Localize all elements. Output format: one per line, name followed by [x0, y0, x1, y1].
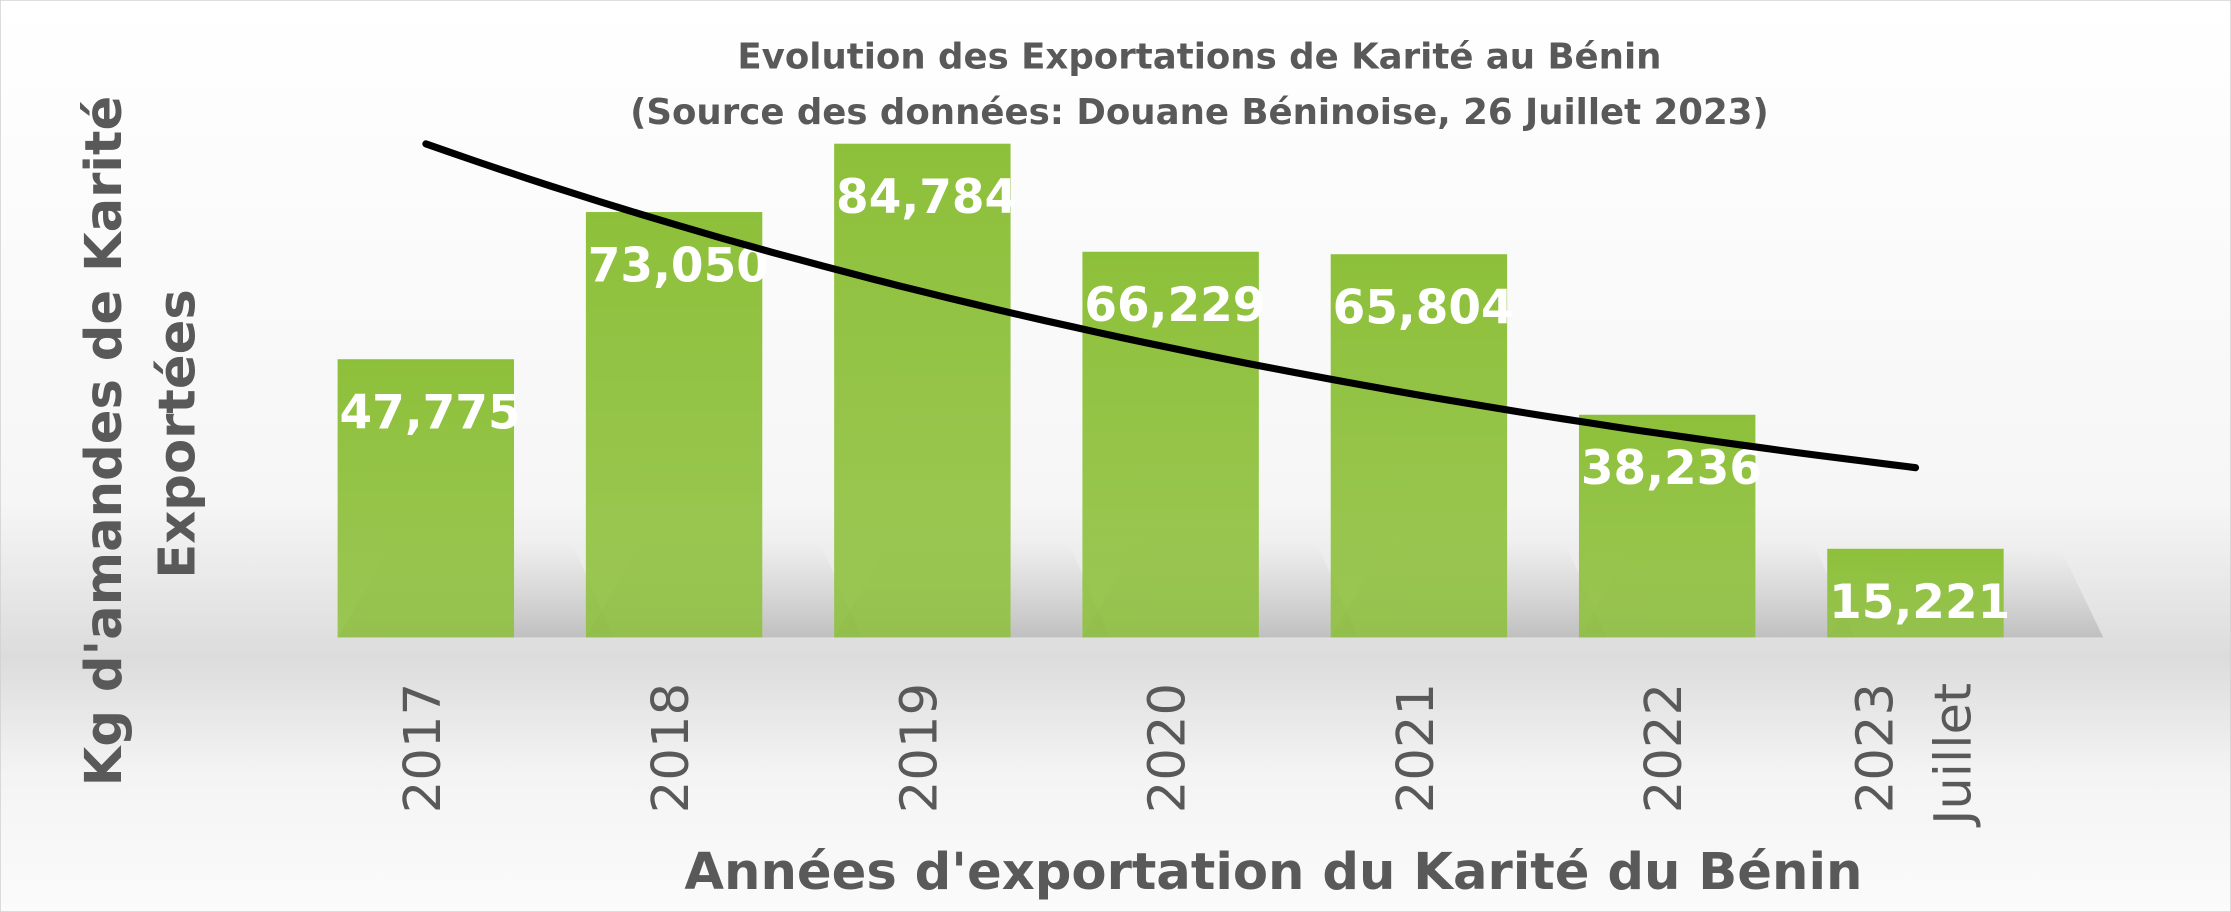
- bar: [1827, 548, 2004, 638]
- x-tick-label: 2019: [889, 683, 949, 813]
- x-tick-label: 2017: [393, 683, 453, 813]
- x-axis-label: Années d'exportation du Karité du Bénin: [684, 842, 1862, 902]
- chart-subtitle: (Source des données: Douane Béninoise, 2…: [630, 92, 1769, 133]
- value-label: 38,236: [1581, 441, 1762, 496]
- y-axis-label: Exportées: [148, 289, 208, 579]
- x-tick-label: 2023 Juillet: [1845, 683, 1983, 841]
- trend-line: [422, 140, 1920, 472]
- bar: [585, 212, 763, 638]
- x-tick-label: 2021: [1386, 683, 1446, 813]
- bar: [834, 143, 1011, 638]
- x-tick-label: 2022: [1634, 683, 1694, 813]
- bar: [1578, 414, 1756, 638]
- y-axis-label: Kg d'amandes de Karité: [74, 96, 134, 787]
- value-label: 47,775: [340, 386, 521, 441]
- x-tick-label: 2018: [641, 683, 701, 813]
- value-label: 65,804: [1333, 281, 1514, 336]
- value-label: 15,221: [1829, 575, 2010, 630]
- value-label: 66,229: [1084, 278, 1265, 333]
- value-label: 73,050: [588, 238, 769, 293]
- x-tick-label: 2020: [1138, 683, 1198, 813]
- chart-title: Evolution des Exportations de Karité au …: [737, 36, 1661, 77]
- bar: [337, 359, 515, 638]
- bar: [1330, 254, 1508, 638]
- value-label: 84,784: [836, 170, 1017, 225]
- bar: [1082, 251, 1259, 638]
